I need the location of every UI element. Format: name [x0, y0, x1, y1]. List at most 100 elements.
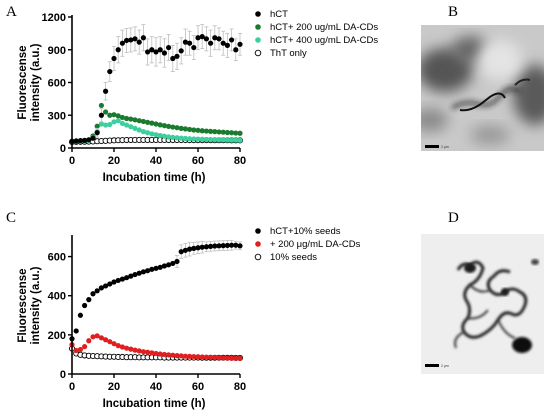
x-tick-label: 40 — [150, 381, 162, 393]
data-point-series-0 — [191, 44, 197, 51]
data-point-series-2 — [216, 137, 222, 143]
data-point-series-0 — [178, 249, 184, 255]
data-point-series-2 — [166, 134, 172, 140]
chart-c: 0 200 400 600 0 20 40 60 80 Incubation time (h) Fl… — [17, 226, 361, 410]
data-point-series-1 — [103, 109, 109, 115]
data-point-series-2 — [170, 134, 176, 140]
data-point-series-0 — [119, 40, 125, 46]
x-tick-label: 20 — [108, 381, 120, 393]
data-point-series-0 — [208, 243, 214, 249]
data-point-series-0 — [98, 285, 104, 291]
data-point-series-0 — [128, 273, 134, 279]
data-point-series-1 — [212, 354, 218, 361]
data-point-series-2 — [161, 133, 167, 139]
data-point-series-0 — [73, 138, 79, 144]
data-point-series-1 — [149, 350, 155, 356]
data-point-series-0 — [90, 291, 96, 297]
micrograph-b-scale-bar — [425, 145, 439, 148]
data-point-series-0 — [229, 242, 235, 248]
data-point-series-0 — [124, 37, 130, 44]
chart-a: 0 300 600 900 1200 0 20 40 60 80 Incubation time (… — [17, 9, 378, 184]
micrograph-b: 2 μm 2 μm — [421, 25, 544, 374]
data-point-series-0 — [111, 279, 117, 285]
data-point-series-1 — [187, 353, 193, 359]
data-point-series-1 — [170, 352, 176, 358]
data-point-series-2 — [107, 121, 113, 128]
panel-letter-c: C — [6, 210, 16, 226]
micrograph-b-dark-region — [470, 125, 510, 145]
data-point-series-2 — [119, 120, 125, 127]
legend-label: + 200 μg/mL DA-CDs — [270, 239, 361, 250]
data-point-series-1 — [208, 354, 214, 360]
data-point-series-0 — [140, 269, 146, 275]
data-point-series-1 — [124, 345, 130, 351]
data-point-series-0 — [132, 36, 138, 42]
data-point-series-1 — [229, 355, 235, 361]
panel-letter-d: D — [448, 210, 459, 226]
data-point-series-0 — [191, 245, 197, 251]
data-point-series-0 — [220, 243, 226, 249]
data-point-series-1 — [98, 335, 104, 341]
data-point-series-2 — [220, 137, 226, 143]
chart-c-legend: hCT+10% seeds + 200 μg/mL DA-CDs 10% seeds — [254, 226, 361, 263]
x-tick-label: 20 — [108, 155, 120, 167]
y-tick-label: 400 — [48, 291, 66, 303]
y-axis-title-line2: intensity (a.u.) — [30, 43, 42, 121]
x-tick-label: 0 — [69, 155, 75, 167]
data-point-series-2 — [157, 132, 163, 139]
data-point-series-1 — [128, 346, 134, 352]
data-point-series-0 — [199, 34, 205, 40]
legend-marker — [255, 241, 261, 247]
x-tick-label: 80 — [234, 381, 246, 393]
data-point-series-0 — [119, 276, 125, 282]
data-point-series-1 — [174, 353, 180, 359]
data-point-series-0 — [157, 47, 163, 53]
data-point-series-0 — [82, 302, 88, 309]
data-point-series-1 — [145, 349, 151, 355]
data-point-series-1 — [212, 129, 218, 135]
y-tick-label: 1200 — [42, 12, 66, 24]
data-point-series-2 — [149, 131, 155, 137]
data-point-series-0 — [174, 258, 180, 265]
data-point-series-1 — [98, 102, 104, 109]
data-point-series-2 — [191, 136, 197, 142]
data-point-series-1 — [237, 355, 243, 361]
data-point-series-0 — [98, 112, 104, 118]
data-point-series-0 — [77, 312, 83, 318]
data-point-series-0 — [128, 37, 134, 43]
data-point-series-0 — [187, 246, 193, 252]
y-tick-label: 600 — [48, 252, 66, 264]
micrograph-b-fibril-cluster — [514, 78, 531, 86]
data-point-series-0 — [166, 44, 172, 51]
data-point-series-0 — [174, 53, 180, 59]
micrograph-d-scale-bar — [425, 364, 439, 367]
data-point-series-0 — [182, 39, 188, 45]
data-point-series-0 — [149, 266, 155, 272]
legend-marker — [255, 11, 261, 17]
y-axis-title-line1: Fluorescense — [17, 268, 29, 342]
data-point-series-1 — [119, 114, 125, 121]
data-point-series-0 — [195, 245, 201, 251]
data-point-series-0 — [86, 137, 92, 143]
data-point-series-1 — [229, 130, 235, 136]
data-point-series-1 — [199, 128, 205, 134]
data-point-series-1 — [220, 129, 226, 135]
data-point-series-1 — [178, 125, 184, 131]
data-point-series-0 — [73, 328, 79, 334]
data-point-series-1 — [153, 121, 159, 127]
data-point-series-1 — [153, 350, 159, 357]
chart-a-legend: hCT hCT+ 200 ug/mL DA-CDs hCT+ 400 ug/mL D… — [254, 9, 378, 59]
data-point-series-1 — [237, 130, 243, 136]
panel-letter-b: B — [448, 4, 458, 20]
data-point-series-1 — [107, 112, 113, 118]
y-tick-label: 200 — [48, 330, 66, 342]
data-point-series-2 — [115, 118, 121, 124]
data-point-series-0 — [166, 262, 172, 268]
data-point-series-0 — [132, 271, 138, 278]
data-point-series-1 — [191, 127, 197, 133]
data-point-series-2 — [145, 130, 151, 136]
legend-label: hCT+ 200 ug/mL DA-CDs — [270, 22, 378, 33]
data-point-series-0 — [115, 47, 121, 53]
data-point-series-2 — [203, 136, 209, 143]
